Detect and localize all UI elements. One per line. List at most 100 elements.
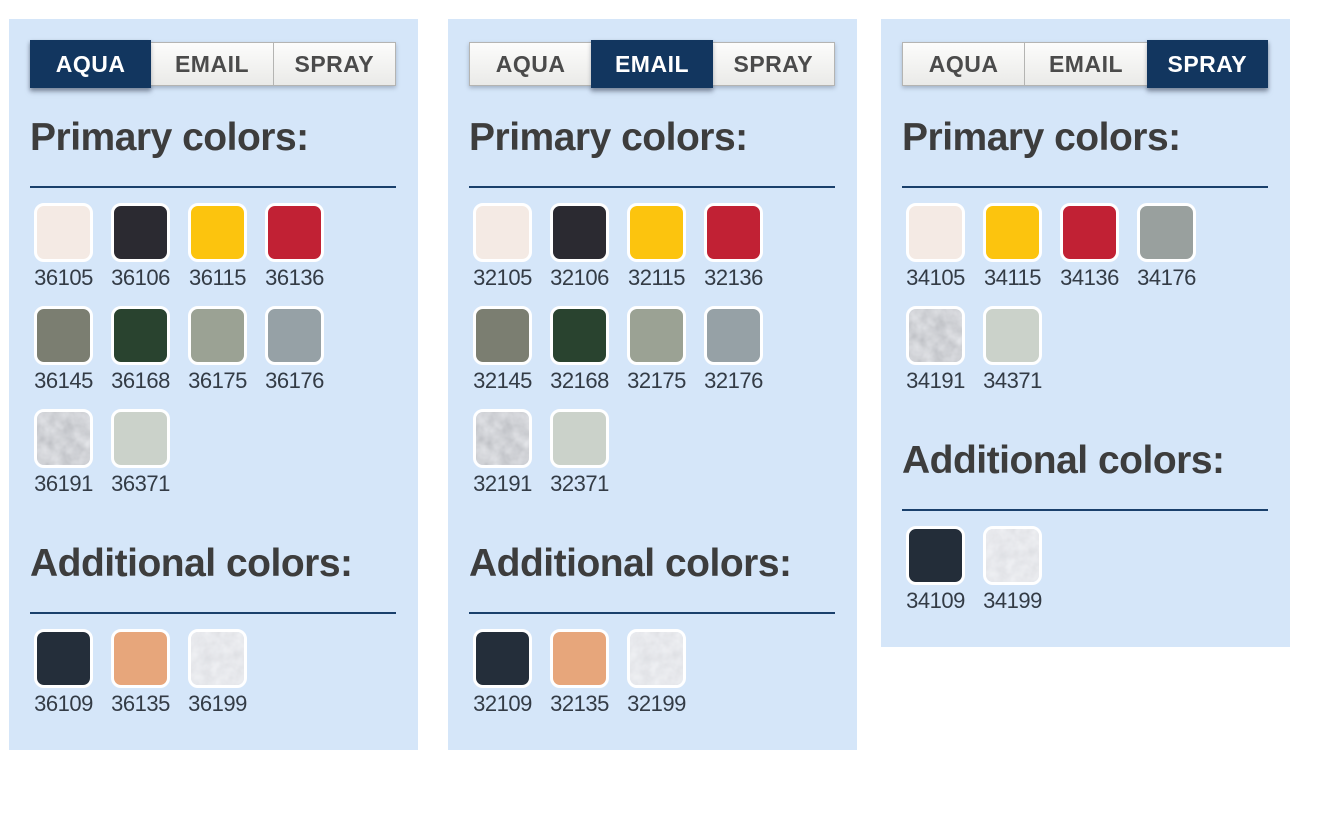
swatch-code: 32168 [550,368,609,393]
swatch-code: 34115 [983,265,1042,290]
swatch-36371[interactable] [111,409,170,468]
swatch-cell: 36109 [34,629,111,716]
swatch-32106[interactable] [550,203,609,262]
swatch-32109[interactable] [473,629,532,688]
swatch-34115[interactable] [983,203,1042,262]
section-divider [902,186,1268,188]
tab-email[interactable]: EMAIL [591,40,713,88]
swatch-36168[interactable] [111,306,170,365]
swatch-cell: 32105 [473,203,550,290]
swatch-32175[interactable] [627,306,686,365]
swatch-36109[interactable] [34,629,93,688]
section-title: Primary colors: [469,116,748,159]
section-title: Additional colors: [30,542,353,585]
swatch-code: 36135 [111,691,170,716]
swatch-cell: 34176 [1137,203,1214,290]
swatch-34136[interactable] [1060,203,1119,262]
swatch-cell: 36105 [34,203,111,290]
swatch-cell: 34199 [983,526,1060,613]
swatch-cell: 32371 [550,409,627,496]
swatch-36199[interactable] [188,629,247,688]
swatch-cell: 36175 [188,306,265,393]
swatch-code: 36106 [111,265,170,290]
tab-spray[interactable]: SPRAY [711,42,835,86]
tab-aqua[interactable]: AQUA [469,42,593,86]
swatch-36135[interactable] [111,629,170,688]
swatch-34176[interactable] [1137,203,1196,262]
swatch-cell: 32168 [550,306,627,393]
swatch-36176[interactable] [265,306,324,365]
swatch-cell: 36106 [111,203,188,290]
swatch-cell: 32145 [473,306,550,393]
swatch-cell: 32135 [550,629,627,716]
tab-email[interactable]: EMAIL [150,42,274,86]
swatch-cell: 34115 [983,203,1060,290]
swatch-cell: 34105 [906,203,983,290]
swatch-36191[interactable] [34,409,93,468]
swatch-grid: 36109 36135 36199 [30,629,396,732]
section-divider [30,186,396,188]
swatch-code: 32135 [550,691,609,716]
swatch-36136[interactable] [265,203,324,262]
section-additional-colors: Additional colors: 36109 36135 36199 [30,542,396,732]
swatch-cell: 36136 [265,203,342,290]
tab-bar: AQUA EMAIL SPRAY [902,40,1268,88]
color-panels: AQUA EMAIL SPRAY Primary colors: 36105 36106 3… [9,19,1290,750]
swatch-cell: 32175 [627,306,704,393]
swatch-code: 36371 [111,471,170,496]
swatch-32115[interactable] [627,203,686,262]
swatch-36115[interactable] [188,203,247,262]
swatch-cell: 36168 [111,306,188,393]
swatch-cell: 32115 [627,203,704,290]
swatch-cell: 34191 [906,306,983,393]
tab-spray[interactable]: SPRAY [1146,40,1268,88]
swatch-34199[interactable] [983,526,1042,585]
swatch-code: 32371 [550,471,609,496]
section-divider [30,612,396,614]
tab-email[interactable]: EMAIL [1024,42,1148,86]
swatch-34371[interactable] [983,306,1042,365]
swatch-grid: 34105 34115 34136 34176 34191 34371 [902,203,1268,409]
section-divider [469,186,835,188]
swatch-code: 32191 [473,471,532,496]
swatch-cell: 36176 [265,306,342,393]
swatch-32199[interactable] [627,629,686,688]
swatch-34191[interactable] [906,306,965,365]
tab-aqua[interactable]: AQUA [30,40,152,88]
swatch-36106[interactable] [111,203,170,262]
tab-spray[interactable]: SPRAY [272,42,396,86]
swatch-36175[interactable] [188,306,247,365]
panel-aqua: AQUA EMAIL SPRAY Primary colors: 36105 36106 3… [9,19,418,750]
swatch-code: 36145 [34,368,93,393]
swatch-32105[interactable] [473,203,532,262]
swatch-code: 34191 [906,368,965,393]
swatch-36145[interactable] [34,306,93,365]
swatch-32176[interactable] [704,306,763,365]
swatch-32145[interactable] [473,306,532,365]
swatch-cell: 36135 [111,629,188,716]
swatch-34109[interactable] [906,526,965,585]
swatch-code: 36115 [188,265,247,290]
swatch-code: 34109 [906,588,965,613]
panel-email: AQUA EMAIL SPRAY Primary colors: 32105 32106 3… [448,19,857,750]
tab-aqua[interactable]: AQUA [902,42,1026,86]
swatch-code: 34371 [983,368,1042,393]
swatch-32135[interactable] [550,629,609,688]
section-primary-colors: Primary colors: 34105 34115 34136 34176 34191… [902,116,1268,409]
swatch-code: 34176 [1137,265,1196,290]
swatch-code: 36136 [265,265,324,290]
swatch-32191[interactable] [473,409,532,468]
swatch-32168[interactable] [550,306,609,365]
swatch-32136[interactable] [704,203,763,262]
swatch-grid: 36105 36106 36115 36136 36145 36168 36175 36176… [30,203,396,512]
section-additional-colors: Additional colors: 34109 34199 [902,439,1268,629]
swatch-32371[interactable] [550,409,609,468]
swatch-cell: 36145 [34,306,111,393]
swatch-cell: 36199 [188,629,265,716]
swatch-36105[interactable] [34,203,93,262]
swatch-34105[interactable] [906,203,965,262]
swatch-code: 32176 [704,368,763,393]
swatch-cell: 34109 [906,526,983,613]
section-title: Additional colors: [469,542,792,585]
swatch-grid: 34109 34199 [902,526,1268,629]
